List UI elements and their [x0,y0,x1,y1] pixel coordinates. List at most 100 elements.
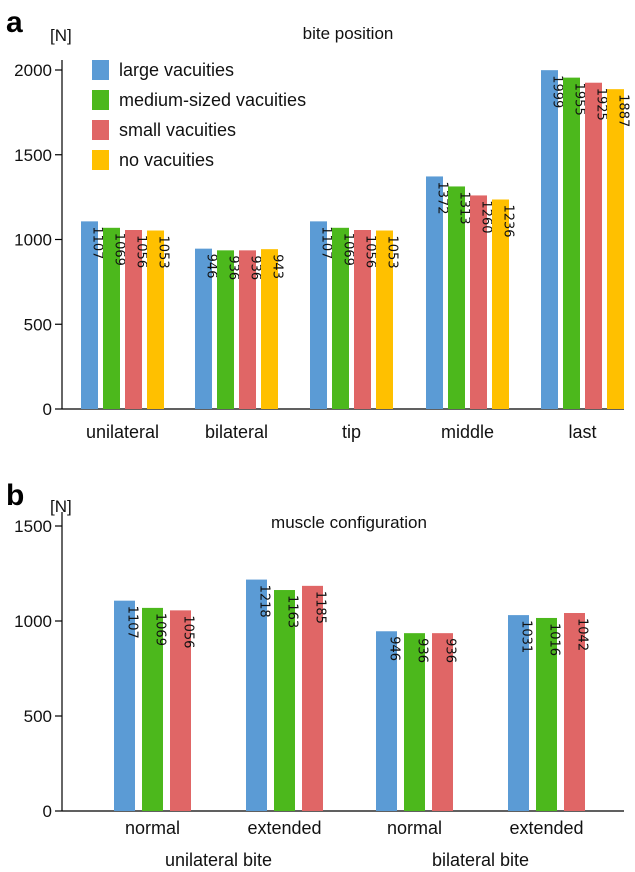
bar-large [426,176,443,409]
y-tick-label: 1000 [14,612,52,631]
group-label: unilateral bite [165,850,272,870]
bar-small [432,633,453,811]
y-tick-label: 1500 [14,146,52,165]
bar-value-label: 1107 [125,606,140,639]
panel-b-letter: b [6,479,24,512]
bar-value-label: 1053 [385,236,400,269]
bar-value-label: 1955 [572,83,587,116]
bar-value-label: 1069 [341,233,356,266]
panel-a-y-unit: [N] [50,26,72,45]
bar-value-label: 1163 [285,595,300,628]
bar-value-label: 936 [415,638,430,663]
bar-value-label: 943 [270,254,285,279]
bar-medium [274,590,295,811]
bar-small [354,230,371,409]
y-tick-label: 1000 [14,231,52,250]
bar-value-label: 1031 [519,620,534,653]
category-label: normal [125,818,180,838]
bar-large [310,221,327,409]
bar-small [564,613,585,811]
legend-swatch-large [92,60,109,80]
bar-large [114,600,135,811]
bar-small [470,195,487,409]
bar-value-label: 946 [387,636,402,661]
bar-value-label: 936 [443,638,458,663]
y-tick-label: 500 [24,315,52,334]
bar-medium [536,617,557,811]
bar-value-label: 1107 [319,226,334,259]
bar-medium [217,250,234,409]
bar-small [302,585,323,811]
category-label: bilateral [205,422,268,442]
legend-label: medium-sized vacuities [119,90,306,110]
group-label: bilateral bite [432,850,529,870]
panel-a-bite-position-chart: a [N] bite position 0 500 1000 1500 2000 unil… [6,6,631,442]
y-tick-label: 2000 [14,61,52,80]
bar-medium [448,186,465,409]
bar-large [246,579,267,811]
bar-value-label: 1053 [156,236,171,269]
panel-a-bars: 1107 1069 1056 1053 946 936 936 943 1107 1069 1056… [81,70,631,410]
legend-label: no vacuities [119,150,214,170]
bar-value-label: 1372 [435,181,450,214]
bar-value-label: 1069 [112,233,127,266]
legend-swatch-none [92,150,109,170]
legend-label: small vacuities [119,120,236,140]
bar-value-label: 1069 [153,613,168,646]
panel-b-bars: 1107 1069 1056 1218 1163 1185 946 936 936 1031 101… [114,579,590,811]
bar-value-label: 1107 [90,226,105,259]
bar-value-label: 1218 [257,585,272,618]
bar-large [376,631,397,811]
bar-medium [103,227,120,409]
bar-value-label: 936 [247,255,262,280]
panel-a-title: bite position [303,24,394,43]
bar-small [125,230,142,409]
bar-value-label: 1042 [575,618,590,651]
bar-value-label: 1887 [616,94,631,127]
bar-value-label: 1313 [457,191,472,224]
legend-swatch-small [92,120,109,140]
bar-value-label: 1056 [363,235,378,268]
bar-value-label: 1260 [479,200,494,233]
y-tick-label: 0 [43,802,52,821]
bar-large [541,70,558,410]
bar-value-label: 1999 [550,75,565,108]
bar-value-label: 1925 [594,88,609,121]
panel-b-muscle-configuration-chart: b [N] muscle configuration 0 500 1000 1500 n… [6,479,624,870]
panel-b-y-unit: [N] [50,497,72,516]
y-tick-label: 500 [24,707,52,726]
bar-value-label: 1056 [181,615,196,648]
category-label: unilateral [86,422,159,442]
bar-value-label: 1236 [501,204,516,237]
panel-a-axes: 0 500 1000 1500 2000 unilateral bilateral tip mi… [14,60,624,442]
bar-large [508,615,529,811]
panel-b-title: muscle configuration [271,513,427,532]
bar-value-label: 1016 [547,623,562,656]
bar-small [585,82,602,410]
legend-label: large vacuities [119,60,234,80]
bar-medium [404,633,425,811]
y-tick-label: 0 [43,400,52,419]
bar-none [261,249,278,409]
bar-none [492,199,509,409]
bar-small [170,610,191,811]
bar-value-label: 1185 [313,591,328,624]
bar-medium [142,607,163,811]
bar-none [376,230,393,409]
panel-a-legend: large vacuities medium-sized vacuities sma… [92,60,306,170]
bar-medium [332,227,349,409]
bar-medium [563,77,580,409]
panel-b-axes: 0 500 1000 1500 normal extended normal extended… [14,512,624,870]
category-label: normal [387,818,442,838]
y-tick-label: 1500 [14,517,52,536]
bar-value-label: 946 [203,254,218,279]
bar-large [195,248,212,409]
category-label: extended [509,818,583,838]
category-label: extended [247,818,321,838]
bar-none [607,89,624,409]
bar-none [147,230,164,409]
bar-large [81,221,98,409]
bar-value-label: 936 [225,255,240,280]
legend-swatch-medium [92,90,109,110]
